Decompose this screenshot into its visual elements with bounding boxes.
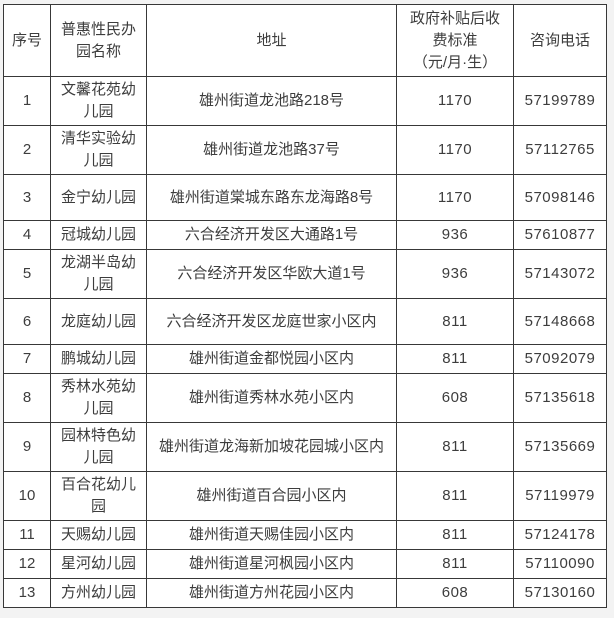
table-header-row: 序号 普惠性民办 园名称 地址 政府补贴后收 费标准 （元/月·生） 咨询电话 [3, 4, 607, 77]
phone-number: 57143072 [513, 249, 607, 299]
table-row: 12 星河幼儿园 雄州街道星河枫园小区内 811 57110090 [3, 549, 607, 579]
kindergarten-fee-table-container: 序号 普惠性民办 园名称 地址 政府补贴后收 费标准 （元/月·生） 咨询电话 … [3, 4, 607, 608]
kindergarten-fee-table: 序号 普惠性民办 园名称 地址 政府补贴后收 费标准 （元/月·生） 咨询电话 … [3, 4, 607, 608]
address: 雄州街道龙池路218号 [146, 76, 397, 126]
fee-value: 811 [396, 520, 514, 550]
row-serial: 5 [3, 249, 51, 299]
header-serial-number: 序号 [3, 4, 51, 77]
address: 雄州街道秀林水苑小区内 [146, 373, 397, 423]
kindergarten-name: 星河幼儿园 [50, 549, 147, 579]
kindergarten-name: 园林特色幼儿园 [50, 422, 147, 472]
header-address: 地址 [146, 4, 397, 77]
phone-number: 57119979 [513, 471, 607, 521]
header-kindergarten-name: 普惠性民办 园名称 [50, 4, 147, 77]
row-serial: 8 [3, 373, 51, 423]
address: 雄州街道百合园小区内 [146, 471, 397, 521]
phone-number: 57130160 [513, 578, 607, 608]
address: 六合经济开发区华欧大道1号 [146, 249, 397, 299]
phone-number: 57135669 [513, 422, 607, 472]
fee-value: 1170 [396, 174, 514, 221]
kindergarten-name: 龙湖半岛幼儿园 [50, 249, 147, 299]
address: 雄州街道龙海新加坡花园城小区内 [146, 422, 397, 472]
phone-number: 57148668 [513, 298, 607, 345]
table-row: 8 秀林水苑幼儿园 雄州街道秀林水苑小区内 608 57135618 [3, 373, 607, 423]
phone-number: 57610877 [513, 220, 607, 250]
address: 雄州街道方州花园小区内 [146, 578, 397, 608]
kindergarten-name: 百合花幼儿园 [50, 471, 147, 521]
kindergarten-name: 秀林水苑幼儿园 [50, 373, 147, 423]
table-row: 6 龙庭幼儿园 六合经济开发区龙庭世家小区内 811 57148668 [3, 298, 607, 345]
kindergarten-name: 金宁幼儿园 [50, 174, 147, 221]
address: 雄州街道龙池路37号 [146, 125, 397, 175]
phone-number: 57135618 [513, 373, 607, 423]
table-row: 2 清华实验幼儿园 雄州街道龙池路37号 1170 57112765 [3, 125, 607, 175]
table-row: 11 天赐幼儿园 雄州街道天赐佳园小区内 811 57124178 [3, 520, 607, 550]
kindergarten-name: 文馨花苑幼儿园 [50, 76, 147, 126]
header-phone: 咨询电话 [513, 4, 607, 77]
table-row: 10 百合花幼儿园 雄州街道百合园小区内 811 57119979 [3, 471, 607, 521]
fee-value: 811 [396, 471, 514, 521]
row-serial: 6 [3, 298, 51, 345]
kindergarten-name: 冠城幼儿园 [50, 220, 147, 250]
phone-number: 57110090 [513, 549, 607, 579]
header-subsidized-fee: 政府补贴后收 费标准 （元/月·生） [396, 4, 514, 77]
row-serial: 1 [3, 76, 51, 126]
table-row: 1 文馨花苑幼儿园 雄州街道龙池路218号 1170 57199789 [3, 76, 607, 126]
address: 六合经济开发区大通路1号 [146, 220, 397, 250]
address: 雄州街道棠城东路东龙海路8号 [146, 174, 397, 221]
row-serial: 13 [3, 578, 51, 608]
fee-value: 608 [396, 578, 514, 608]
fee-value: 936 [396, 220, 514, 250]
address: 雄州街道星河枫园小区内 [146, 549, 397, 579]
fee-value: 1170 [396, 76, 514, 126]
row-serial: 2 [3, 125, 51, 175]
kindergarten-name: 鹏城幼儿园 [50, 344, 147, 374]
kindergarten-name: 方州幼儿园 [50, 578, 147, 608]
kindergarten-name: 清华实验幼儿园 [50, 125, 147, 175]
row-serial: 4 [3, 220, 51, 250]
phone-number: 57199789 [513, 76, 607, 126]
fee-value: 811 [396, 422, 514, 472]
fee-value: 811 [396, 298, 514, 345]
phone-number: 57112765 [513, 125, 607, 175]
row-serial: 3 [3, 174, 51, 221]
table-row: 5 龙湖半岛幼儿园 六合经济开发区华欧大道1号 936 57143072 [3, 249, 607, 299]
table-row: 13 方州幼儿园 雄州街道方州花园小区内 608 57130160 [3, 578, 607, 608]
row-serial: 11 [3, 520, 51, 550]
row-serial: 12 [3, 549, 51, 579]
phone-number: 57092079 [513, 344, 607, 374]
address: 雄州街道天赐佳园小区内 [146, 520, 397, 550]
fee-value: 936 [396, 249, 514, 299]
fee-value: 811 [396, 549, 514, 579]
address: 雄州街道金都悦园小区内 [146, 344, 397, 374]
fee-value: 1170 [396, 125, 514, 175]
table-row: 7 鹏城幼儿园 雄州街道金都悦园小区内 811 57092079 [3, 344, 607, 374]
row-serial: 10 [3, 471, 51, 521]
fee-value: 811 [396, 344, 514, 374]
row-serial: 9 [3, 422, 51, 472]
kindergarten-name: 龙庭幼儿园 [50, 298, 147, 345]
kindergarten-name: 天赐幼儿园 [50, 520, 147, 550]
table-row: 4 冠城幼儿园 六合经济开发区大通路1号 936 57610877 [3, 220, 607, 250]
phone-number: 57124178 [513, 520, 607, 550]
table-row: 3 金宁幼儿园 雄州街道棠城东路东龙海路8号 1170 57098146 [3, 174, 607, 221]
phone-number: 57098146 [513, 174, 607, 221]
row-serial: 7 [3, 344, 51, 374]
address: 六合经济开发区龙庭世家小区内 [146, 298, 397, 345]
table-row: 9 园林特色幼儿园 雄州街道龙海新加坡花园城小区内 811 57135669 [3, 422, 607, 472]
fee-value: 608 [396, 373, 514, 423]
